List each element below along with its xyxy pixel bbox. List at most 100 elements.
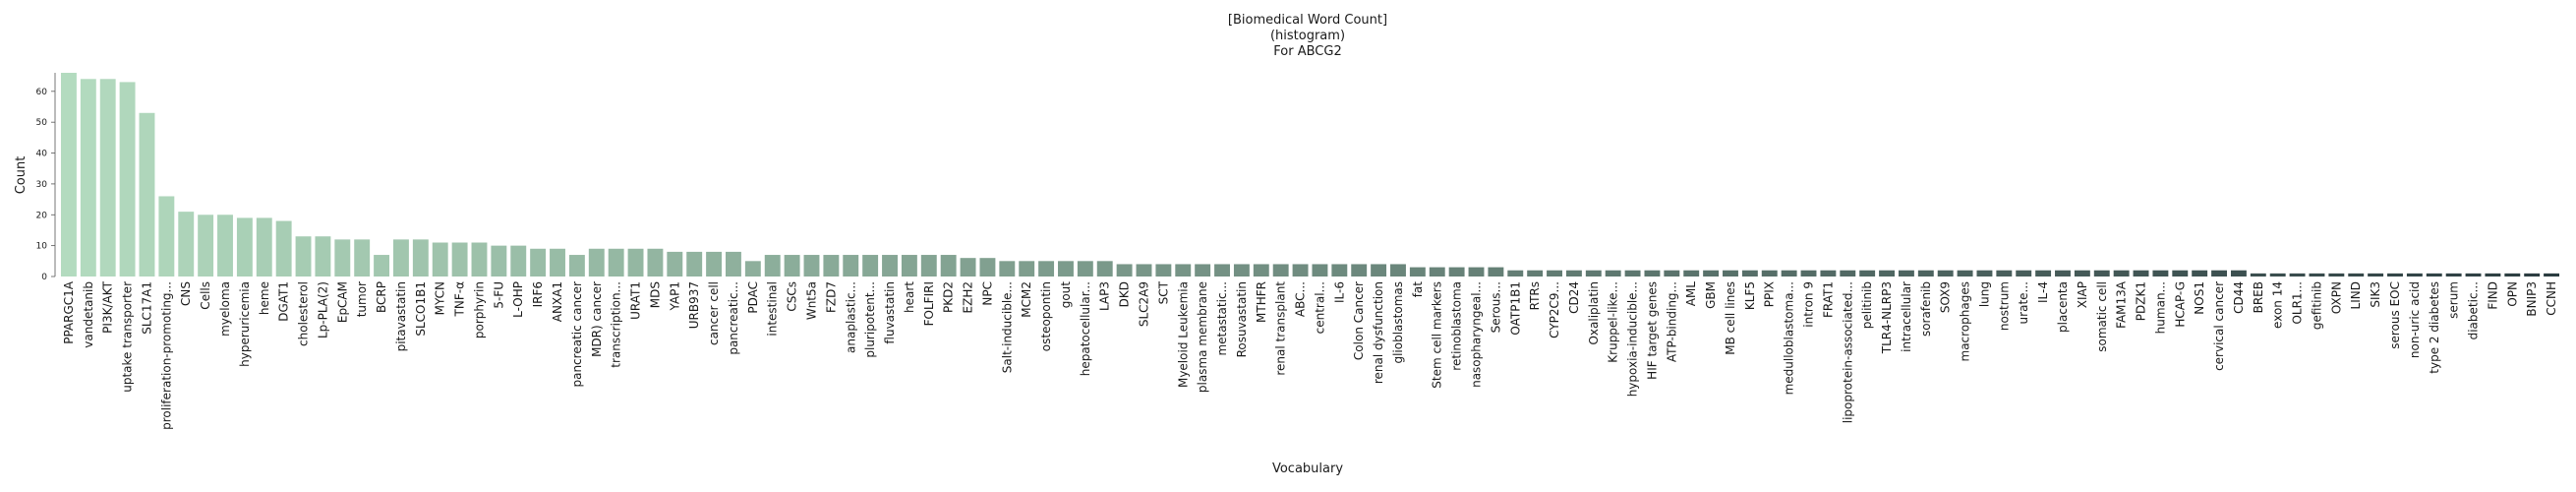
bar	[491, 245, 507, 277]
y-tick-label: 10	[36, 242, 48, 252]
bar	[1195, 264, 1211, 277]
bar	[1800, 270, 1817, 277]
bar	[451, 242, 468, 277]
y-tick-label: 40	[36, 150, 48, 159]
x-tick-label: TLR4-NLRP3	[1880, 281, 1894, 354]
bar	[1664, 270, 1680, 277]
x-tick-label: FIND	[2486, 281, 2499, 310]
x-tick-label: HIF target genes	[1645, 281, 1659, 380]
x-tick-label: glioblastomas	[1391, 281, 1405, 364]
bar	[2544, 273, 2560, 277]
bar	[979, 258, 996, 277]
bar	[803, 255, 820, 277]
bar	[1409, 267, 1426, 277]
x-tick-label: fat	[1411, 281, 1425, 298]
x-tick-label: hepatocellular...	[1079, 281, 1092, 376]
x-tick-label: CD44	[2232, 281, 2246, 314]
x-tick-label: medulloblastoma...	[1783, 281, 1796, 395]
chart-title-line-2: (histogram)	[1270, 29, 1345, 43]
x-tick-label: NPC	[980, 281, 994, 306]
bar	[1175, 264, 1192, 277]
bar	[2465, 273, 2482, 277]
x-tick-label: hyperuricemia	[238, 281, 252, 367]
chart-title-line-3: For ABCG2	[1273, 44, 1341, 59]
x-tick-label: proliferation-promoting...	[159, 281, 173, 430]
x-tick-label: LAP3	[1098, 281, 1112, 311]
x-tick-label: gefitinib	[2310, 281, 2323, 330]
x-tick-label: YAP1	[668, 281, 681, 311]
bar	[2289, 273, 2306, 277]
bar	[2485, 273, 2501, 277]
x-tick-label: anaplastic...	[844, 281, 857, 353]
x-tick-label: pluripotent...	[863, 281, 877, 358]
bar	[1468, 267, 1485, 277]
bar	[627, 248, 644, 277]
bar	[198, 215, 214, 277]
x-tick-label: MDS	[648, 281, 662, 308]
bar	[1448, 267, 1465, 277]
x-tick-label: porphyrin	[472, 281, 486, 338]
bar	[823, 255, 840, 277]
bar	[1879, 270, 1895, 277]
x-tick-label: placenta	[2056, 281, 2070, 333]
bar	[1136, 264, 1152, 277]
x-tick-label: LIND	[2349, 281, 2363, 309]
bar	[2230, 270, 2247, 277]
x-tick-label: intron 9	[1802, 281, 1816, 328]
bar	[2113, 270, 2130, 277]
x-tick-label: L-OHP	[511, 281, 525, 318]
x-tick-label: Rosuvastatin	[1235, 281, 1249, 357]
bar	[1371, 264, 1387, 277]
x-tick-label: Stem cell markers	[1431, 281, 1444, 389]
x-tick-label: PDZK1	[2135, 281, 2148, 321]
x-tick-label: EZH2	[962, 281, 975, 313]
bar	[2309, 273, 2325, 277]
x-tick-label: nasopharyngeal...	[1470, 281, 1484, 388]
bar	[256, 217, 272, 277]
bar	[1527, 270, 1544, 277]
x-tick-label: FRAT1	[1821, 281, 1835, 318]
y-tick-label: 50	[36, 118, 48, 128]
x-tick-label: 5-FU	[492, 281, 505, 309]
bar	[706, 251, 723, 277]
x-tick-label: TNF-α	[453, 281, 467, 318]
x-tick-label: FAM13A	[2115, 280, 2129, 329]
x-tick-label: macrophages	[1959, 281, 1972, 361]
bar	[354, 239, 371, 277]
x-tick-label: serous EOC	[2388, 281, 2402, 349]
bar	[2211, 270, 2228, 277]
x-axis-label: Vocabulary	[1272, 461, 1343, 476]
bar	[1761, 270, 1778, 277]
bar	[1312, 264, 1328, 277]
bar	[1292, 264, 1309, 277]
x-tick-label: SOX9	[1939, 281, 1953, 313]
bar	[1859, 270, 1876, 277]
x-tick-label: SIK3	[2369, 281, 2382, 308]
x-tick-label: cervical cancer	[2212, 281, 2226, 371]
x-tick-label: metastatic...	[1215, 281, 1229, 356]
bar	[1840, 270, 1856, 277]
x-tick-label: lipoprotein-associated...	[1841, 281, 1854, 423]
bar	[334, 239, 351, 277]
x-tick-label: sorafenib	[1919, 281, 1933, 337]
x-tick-label: PI3K/AKT	[101, 280, 115, 333]
x-tick-label: CD24	[1567, 281, 1581, 314]
bar	[1565, 270, 1582, 277]
x-tick-label: OLR1...	[2291, 281, 2305, 325]
bar	[843, 255, 859, 277]
bar	[1741, 270, 1758, 277]
x-tick-label: gout	[1059, 281, 1073, 309]
x-tick-label: hypoxia-inducible...	[1626, 281, 1640, 397]
x-tick-label: EpCAM	[335, 281, 349, 323]
bar	[1723, 270, 1738, 277]
bar	[686, 251, 703, 277]
bar	[1781, 270, 1797, 277]
x-tick-label: CNS	[179, 281, 193, 306]
bar	[1214, 264, 1230, 277]
bar	[920, 255, 937, 277]
y-tick-label: 20	[36, 211, 48, 220]
bar	[275, 220, 292, 277]
x-tick-label: NOS1	[2193, 281, 2206, 315]
x-tick-label: Colon Cancer	[1352, 281, 1366, 360]
x-tick-label: Myeloid Leukemia	[1176, 281, 1190, 388]
